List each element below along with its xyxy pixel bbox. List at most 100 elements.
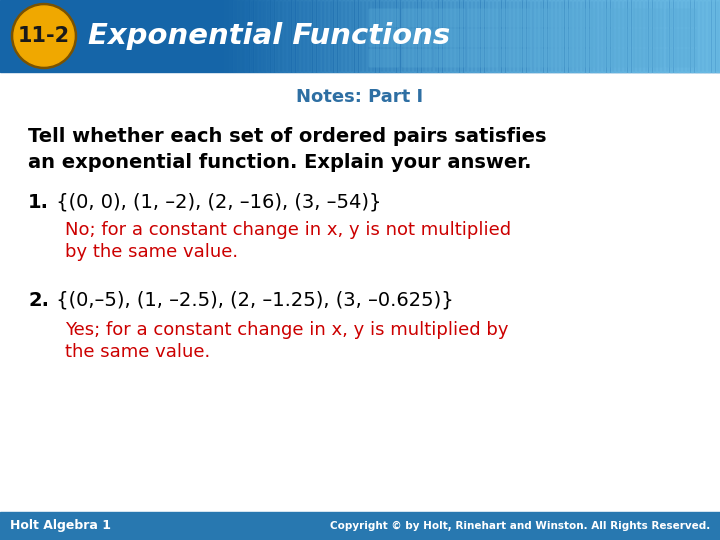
Bar <box>615 0 622 72</box>
Bar <box>262 0 269 72</box>
FancyBboxPatch shape <box>402 9 433 28</box>
Bar <box>481 0 487 72</box>
Bar <box>312 0 320 72</box>
Bar <box>459 0 467 72</box>
Bar <box>674 0 681 72</box>
Bar <box>695 0 702 72</box>
Bar <box>518 0 526 72</box>
FancyBboxPatch shape <box>665 9 696 28</box>
Text: by the same value.: by the same value. <box>65 243 238 261</box>
Bar <box>431 0 437 72</box>
Bar <box>678 0 685 72</box>
Bar <box>451 0 458 72</box>
Bar <box>636 0 643 72</box>
Bar <box>237 0 244 72</box>
Bar <box>338 0 345 72</box>
Text: {(0,–5), (1, –2.5), (2, –1.25), (3, –0.625)}: {(0,–5), (1, –2.5), (2, –1.25), (3, –0.6… <box>50 291 454 309</box>
Text: Yes; for a constant change in x, y is multiplied by: Yes; for a constant change in x, y is mu… <box>65 321 508 339</box>
Bar <box>606 0 613 72</box>
Bar <box>397 0 404 72</box>
Bar <box>468 0 475 72</box>
Bar <box>300 0 307 72</box>
FancyBboxPatch shape <box>632 49 664 68</box>
Bar <box>283 0 290 72</box>
Bar <box>413 0 420 72</box>
Bar <box>447 0 454 72</box>
Bar <box>661 0 668 72</box>
Bar <box>598 0 606 72</box>
Bar <box>443 0 450 72</box>
FancyBboxPatch shape <box>534 9 564 28</box>
Bar <box>376 0 382 72</box>
FancyBboxPatch shape <box>500 29 531 48</box>
Circle shape <box>14 6 74 66</box>
Bar <box>628 0 634 72</box>
Bar <box>493 0 500 72</box>
Bar <box>711 0 719 72</box>
FancyBboxPatch shape <box>467 49 498 68</box>
Bar <box>229 0 235 72</box>
FancyBboxPatch shape <box>600 29 631 48</box>
FancyBboxPatch shape <box>369 49 400 68</box>
Circle shape <box>12 3 76 69</box>
FancyBboxPatch shape <box>369 29 400 48</box>
Bar <box>333 0 341 72</box>
Bar <box>472 0 480 72</box>
Bar <box>544 0 551 72</box>
Bar <box>329 0 336 72</box>
Bar <box>380 0 387 72</box>
Bar <box>505 0 513 72</box>
FancyBboxPatch shape <box>402 49 433 68</box>
Bar <box>304 0 311 72</box>
Bar <box>225 0 231 72</box>
FancyBboxPatch shape <box>434 9 466 28</box>
Bar <box>418 0 425 72</box>
Text: Tell whether each set of ordered pairs satisfies: Tell whether each set of ordered pairs s… <box>28 127 546 146</box>
Bar <box>699 0 706 72</box>
Bar <box>557 0 563 72</box>
Bar <box>220 0 228 72</box>
Bar <box>292 0 299 72</box>
Bar <box>531 0 538 72</box>
Bar <box>653 0 660 72</box>
Bar <box>560 0 567 72</box>
Bar <box>0 512 720 540</box>
Bar <box>342 0 349 72</box>
FancyBboxPatch shape <box>402 29 433 48</box>
FancyBboxPatch shape <box>467 9 498 28</box>
Bar <box>363 0 370 72</box>
Bar <box>527 0 534 72</box>
Bar <box>233 0 240 72</box>
Bar <box>590 0 597 72</box>
Text: 2.: 2. <box>28 291 49 309</box>
Bar <box>564 0 572 72</box>
Bar <box>657 0 664 72</box>
FancyBboxPatch shape <box>665 29 696 48</box>
Bar <box>573 0 580 72</box>
Text: an exponential function. Explain your answer.: an exponential function. Explain your an… <box>28 152 531 172</box>
Bar <box>355 0 361 72</box>
Bar <box>649 0 656 72</box>
Bar <box>258 0 265 72</box>
Bar <box>582 0 588 72</box>
Bar <box>266 0 274 72</box>
Bar <box>384 0 391 72</box>
Bar <box>716 0 720 72</box>
Bar <box>686 0 693 72</box>
Bar <box>644 0 652 72</box>
Bar <box>279 0 286 72</box>
Bar <box>569 0 576 72</box>
FancyBboxPatch shape <box>369 9 400 28</box>
Bar <box>585 0 593 72</box>
Bar <box>317 0 324 72</box>
Text: Notes: Part I: Notes: Part I <box>297 88 423 106</box>
Bar <box>632 0 639 72</box>
Bar <box>325 0 332 72</box>
Text: {(0, 0), (1, –2), (2, –16), (3, –54)}: {(0, 0), (1, –2), (2, –16), (3, –54)} <box>50 192 382 212</box>
Bar <box>514 0 521 72</box>
Bar <box>296 0 303 72</box>
Text: No; for a constant change in x, y is not multiplied: No; for a constant change in x, y is not… <box>65 221 511 239</box>
FancyBboxPatch shape <box>567 9 598 28</box>
Bar <box>308 0 315 72</box>
Bar <box>523 0 530 72</box>
